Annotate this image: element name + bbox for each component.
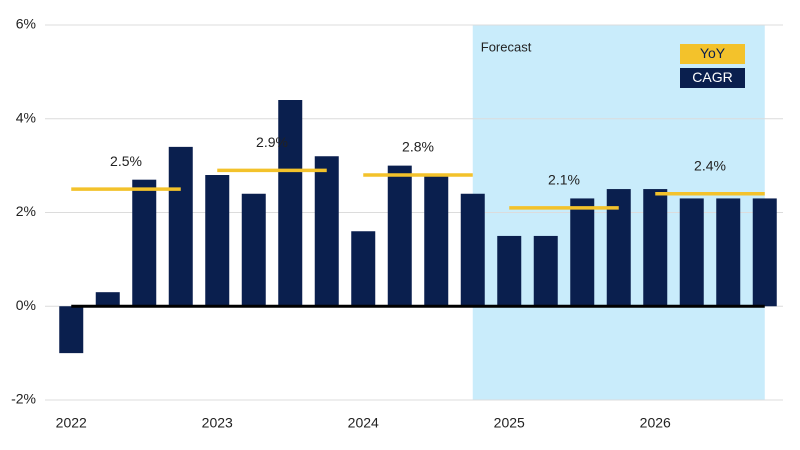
forecast-label: Forecast (481, 39, 532, 54)
bar (314, 156, 339, 307)
bar (59, 306, 84, 354)
bar (497, 235, 522, 307)
bar (351, 231, 376, 307)
x-tick-label: 2022 (56, 415, 87, 431)
legend-swatch (680, 44, 745, 64)
bar (460, 193, 485, 307)
data-label: 2.5% (110, 153, 142, 169)
legend-label: YoY (700, 45, 726, 61)
bar (643, 189, 668, 307)
x-tick-label: 2024 (348, 415, 379, 431)
data-label: 2.9% (256, 134, 288, 150)
data-label: 2.4% (694, 157, 726, 173)
bar (205, 175, 230, 307)
bar (570, 198, 595, 307)
bar (168, 146, 193, 307)
data-label: 2.1% (548, 172, 580, 188)
y-tick-label: 2% (16, 203, 36, 219)
bar (424, 175, 449, 307)
bar (95, 292, 120, 307)
bar (533, 235, 558, 307)
bar (387, 165, 412, 307)
y-tick-label: 0% (16, 297, 36, 313)
bar (752, 198, 777, 307)
y-tick-label: 4% (16, 109, 36, 125)
bar (679, 198, 704, 307)
y-tick-label: -2% (11, 391, 36, 407)
bar (241, 193, 266, 307)
legend-label: CAGR (692, 69, 732, 85)
x-tick-label: 2025 (494, 415, 525, 431)
bar (716, 198, 741, 307)
bar (278, 100, 303, 307)
y-tick-label: 6% (16, 16, 36, 32)
x-tick-label: 2023 (202, 415, 233, 431)
x-tick-label: 2026 (640, 415, 671, 431)
bar (132, 179, 157, 307)
legend-swatch (680, 68, 745, 88)
data-label: 2.8% (402, 139, 434, 155)
